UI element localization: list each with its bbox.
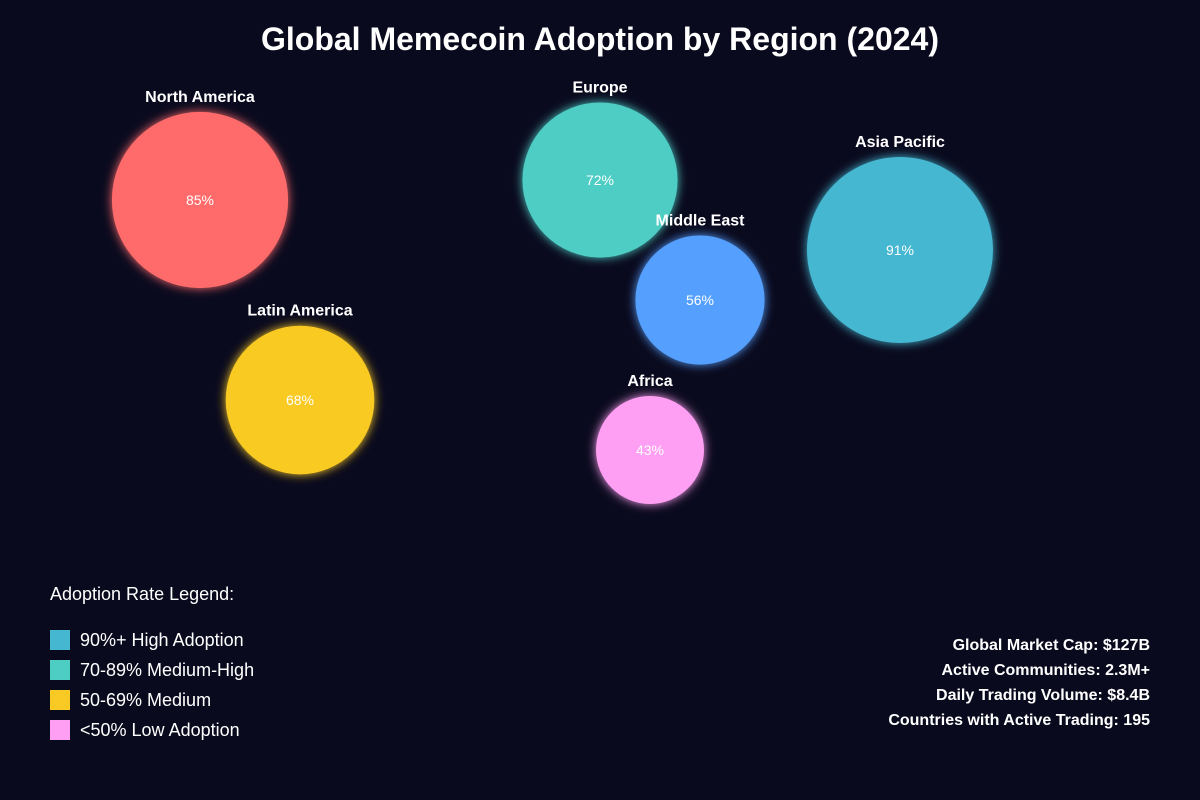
stat-line: Global Market Cap: $127B <box>953 637 1150 654</box>
value-label-middle-east: 56% <box>686 292 714 308</box>
bubble-latin-america <box>225 325 375 475</box>
bubble-europe <box>522 102 678 258</box>
legend-label: <50% Low Adoption <box>80 720 240 740</box>
region-label-europe: Europe <box>572 79 627 96</box>
legend-swatch <box>50 630 70 650</box>
region-europe: Europe 72% <box>522 79 678 258</box>
region-label-middle-east: Middle East <box>656 212 746 229</box>
value-label-asia-pacific: 91% <box>886 242 914 258</box>
legend-item-90-high-adoption: 90%+ High Adoption <box>50 630 244 650</box>
bubble-north-america <box>111 111 289 289</box>
region-latin-america: Latin America 68% <box>225 303 375 475</box>
region-asia-pacific: Asia Pacific 91% <box>807 134 993 343</box>
value-label-africa: 43% <box>636 442 664 458</box>
legend-label: 70-89% Medium-High <box>80 660 254 680</box>
legend-item-50-69-medium: 50-69% Medium <box>50 690 211 710</box>
region-label-asia-pacific: Asia Pacific <box>855 134 945 151</box>
legend-label: 90%+ High Adoption <box>80 630 244 650</box>
region-label-north-america: North America <box>145 89 255 106</box>
legend-label: 50-69% Medium <box>80 690 211 710</box>
stats-panel: Global Market Cap: $127B Active Communiti… <box>888 637 1150 729</box>
bubble-group: North America 85% Latin America 68% Europe 72… <box>111 79 993 504</box>
stat-line: Daily Trading Volume: $8.4B <box>936 687 1150 704</box>
legend-swatch <box>50 660 70 680</box>
value-label-europe: 72% <box>586 172 614 188</box>
value-label-north-america: 85% <box>186 192 214 208</box>
region-label-africa: Africa <box>627 373 672 390</box>
value-label-latin-america: 68% <box>286 392 314 408</box>
legend-item-70-89-medium-high: 70-89% Medium-High <box>50 660 254 680</box>
legend: 90%+ High Adoption 70-89% Medium-High 50-6… <box>50 630 254 740</box>
legend-title: Adoption Rate Legend: <box>50 584 234 604</box>
chart-title: Global Memecoin Adoption by Region (2024… <box>261 21 939 57</box>
bubble-africa <box>596 396 704 504</box>
stat-line: Active Communities: 2.3M+ <box>942 662 1151 679</box>
stat-line: Countries with Active Trading: 195 <box>888 712 1150 729</box>
region-middle-east: Middle East 56% <box>635 212 765 365</box>
bubble-middle-east <box>635 235 765 365</box>
region-label-latin-america: Latin America <box>247 303 352 320</box>
legend-swatch <box>50 690 70 710</box>
region-north-america: North America 85% <box>111 89 289 289</box>
region-africa: Africa 43% <box>596 373 704 504</box>
bubble-asia-pacific <box>807 157 993 343</box>
legend-item-50-low-adoption: <50% Low Adoption <box>50 720 240 740</box>
legend-swatch <box>50 720 70 740</box>
